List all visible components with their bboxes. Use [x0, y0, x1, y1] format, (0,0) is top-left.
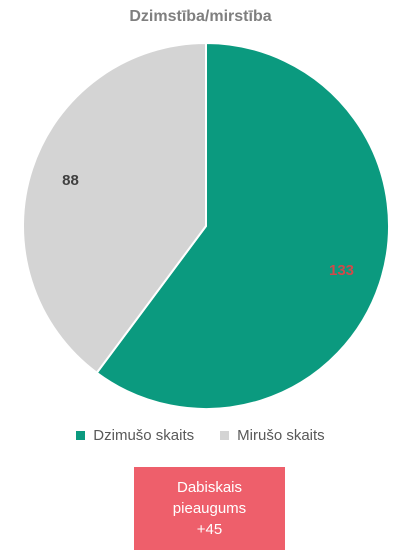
- data-label-born: 133: [329, 262, 354, 279]
- legend-item-died: Mirušo skaits: [220, 427, 325, 444]
- chart-title: Dzimstība/mirstība: [129, 8, 272, 25]
- legend-swatch-died: [220, 431, 230, 440]
- legend-swatch-born: [76, 431, 86, 440]
- data-label-died: 88: [62, 172, 79, 189]
- pie-chart: 133 88: [22, 41, 390, 410]
- pie-slice-born: [95, 41, 390, 410]
- legend-label-born: Dzimušo skaits: [93, 427, 195, 444]
- natural-growth-badge: Dabiskais pieaugums +45: [134, 467, 285, 550]
- legend: Dzimušo skaits Mirušo skaits: [0, 427, 401, 444]
- badge-line-2: pieaugums: [172, 500, 247, 517]
- badge-line-1: Dabiskais: [176, 479, 243, 496]
- legend-label-died: Mirušo skaits: [237, 427, 325, 444]
- pie-slice-died: [22, 41, 207, 375]
- badge-value: +45: [196, 521, 223, 538]
- legend-item-born: Dzimušo skaits: [76, 427, 194, 444]
